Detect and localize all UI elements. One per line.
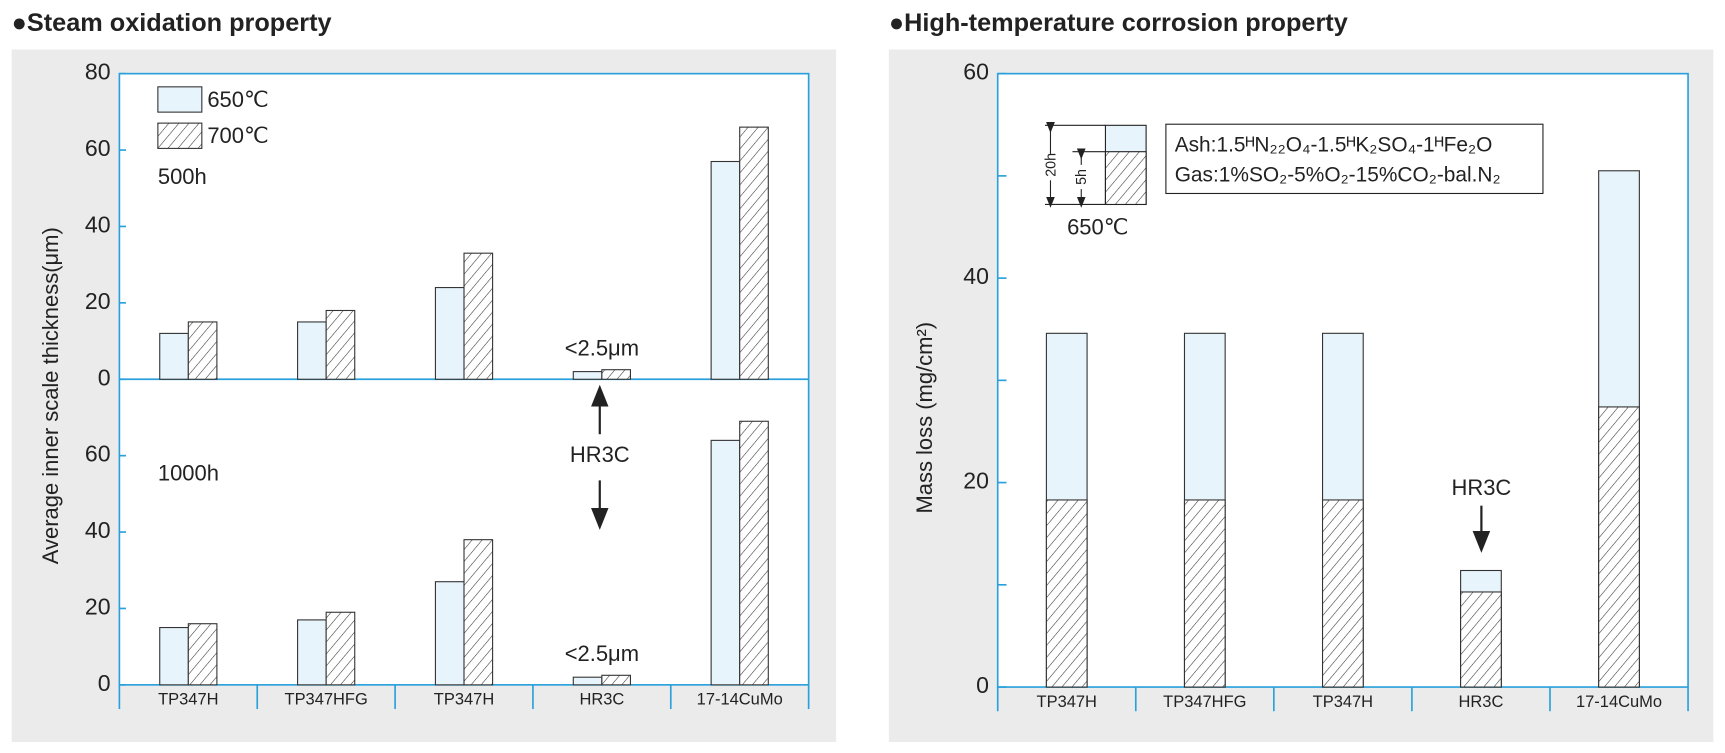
y-tick-label: 60 bbox=[963, 59, 989, 85]
y-tick-label: 20 bbox=[85, 288, 111, 314]
bar bbox=[434, 581, 465, 686]
x-tick-label: TP347H bbox=[1313, 693, 1373, 711]
x-tick-label: HR3C bbox=[1459, 693, 1504, 711]
legend-swatch bbox=[157, 86, 203, 113]
bar bbox=[1045, 499, 1088, 688]
x-tick-label: 17-14CuMo bbox=[697, 691, 783, 709]
legend-entry: 650℃ bbox=[207, 87, 268, 112]
bar bbox=[572, 371, 603, 380]
y-tick-label: 20 bbox=[85, 594, 111, 620]
inset-legend bbox=[1044, 122, 1147, 208]
y-tick-label: 40 bbox=[963, 263, 989, 289]
y-tick-label: 0 bbox=[976, 672, 989, 698]
legend-title: 650℃ bbox=[1067, 214, 1128, 239]
bar bbox=[710, 439, 741, 686]
y-tick-label: 40 bbox=[85, 517, 111, 543]
bar bbox=[601, 369, 631, 380]
x-tick-label: HR3C bbox=[579, 691, 624, 709]
bar bbox=[187, 623, 218, 686]
legend-swatch bbox=[157, 122, 203, 149]
y-axis-label: Mass loss (mg/cm²) bbox=[912, 322, 937, 514]
legend-entry: 700℃ bbox=[207, 123, 268, 148]
bar bbox=[1460, 591, 1502, 688]
note: <2.5μm bbox=[565, 641, 639, 666]
legend-entry: 5h bbox=[1074, 169, 1090, 185]
panel-label: 1000h bbox=[158, 461, 219, 486]
bar bbox=[297, 321, 327, 380]
note: Ash:1.5ᴴN₂₂O₄-1.5ᴴK₂SO₄-1ᴴFe₂O bbox=[1175, 134, 1493, 157]
y-axis-label: Average inner scale thickness(μm) bbox=[38, 227, 63, 564]
annotation: HR3C bbox=[570, 442, 630, 467]
y-tick-label: 60 bbox=[85, 441, 111, 467]
chart-title: ●High-temperature corrosion property bbox=[889, 9, 1348, 37]
bar bbox=[739, 126, 769, 380]
bar bbox=[325, 611, 356, 686]
legend-swatch bbox=[1104, 151, 1147, 206]
bar bbox=[1183, 499, 1226, 688]
bar bbox=[1321, 499, 1364, 688]
x-tick-label: TP347HFG bbox=[285, 691, 368, 709]
y-tick-label: 0 bbox=[98, 364, 111, 390]
notes-box bbox=[1165, 123, 1544, 195]
bar bbox=[434, 287, 465, 380]
note: Gas:1%SO₂-5%O₂-15%CO₂-bal.N₂ bbox=[1175, 163, 1501, 186]
legend-entry: 20h bbox=[1043, 153, 1059, 177]
bar bbox=[463, 539, 494, 686]
x-tick-label: TP347H bbox=[434, 691, 494, 709]
label-bg bbox=[1044, 153, 1059, 181]
note: <2.5μm bbox=[565, 335, 639, 360]
bar bbox=[159, 626, 189, 686]
bar bbox=[325, 309, 356, 380]
bar bbox=[159, 332, 189, 380]
bar bbox=[463, 252, 494, 380]
bar bbox=[187, 321, 218, 380]
y-tick-label: 80 bbox=[85, 59, 111, 85]
y-tick-label: 60 bbox=[85, 135, 111, 161]
chart-title: ●Steam oxidation property bbox=[12, 9, 332, 37]
label-bg bbox=[1075, 164, 1089, 190]
y-tick-label: 20 bbox=[963, 468, 989, 494]
x-tick-label: TP347H bbox=[158, 691, 218, 709]
bar bbox=[297, 619, 327, 686]
x-tick-label: 17-14CuMo bbox=[1576, 693, 1662, 711]
panel-label: 500h bbox=[158, 164, 207, 189]
x-tick-label: TP347HFG bbox=[1163, 693, 1246, 711]
x-tick-label: TP347H bbox=[1037, 693, 1097, 711]
bar bbox=[572, 676, 603, 686]
annotation: HR3C bbox=[1451, 475, 1511, 500]
bar bbox=[739, 420, 769, 686]
bar bbox=[710, 160, 741, 380]
y-tick-label: 0 bbox=[98, 670, 111, 696]
bar bbox=[601, 674, 631, 686]
bar bbox=[1598, 406, 1640, 688]
y-tick-label: 40 bbox=[85, 212, 111, 238]
